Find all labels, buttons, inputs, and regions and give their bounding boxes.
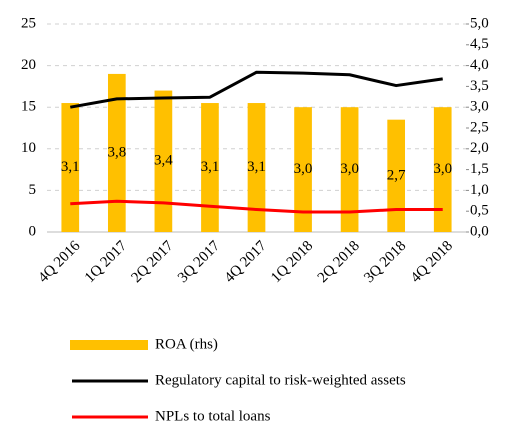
data-label: 3,1 [201,159,220,175]
bar [294,107,312,232]
y2-tick-label: 4,0 [470,57,489,73]
x-tick-label: 2Q 2018 [315,238,363,286]
y2-tick-label: 0,0 [470,223,489,239]
x-tick-label: 1Q 2018 [268,238,316,286]
y2-tick-label: 2,5 [470,119,489,135]
bar [433,107,452,232]
y-tick-label: 20 [21,57,36,73]
data-label: 3,0 [340,161,359,177]
x-tick-label: 4Q 2016 [35,238,83,286]
line [70,70,443,109]
data-label: 3,0 [294,161,313,177]
line [70,199,443,214]
y2-tick-label: 1,0 [470,182,489,198]
data-label: 3,1 [247,159,266,175]
data-label: 3,4 [154,153,173,169]
legend-swatch [70,340,148,350]
x-tick-label: 3Q 2018 [361,238,409,286]
y2-tick-label: 2,0 [470,140,489,156]
y-tick-label: 0 [29,223,37,239]
y2-tick-label: 4,5 [470,36,489,52]
bar [154,90,173,232]
y2-tick-label: 0,5 [470,203,489,219]
x-tick-label: 3Q 2017 [175,238,223,286]
x-tick-label: 2Q 2017 [128,238,176,286]
y-tick-label: 15 [21,99,36,115]
bar [247,103,266,232]
y-tick-label: 25 [21,15,36,31]
x-tick-label: 1Q 2017 [82,238,130,286]
data-label: 3,8 [107,144,126,160]
y-tick-label: 10 [21,140,36,156]
y2-tick-label: 3,0 [470,99,489,115]
bar [201,103,219,232]
bar [107,73,126,232]
legend-label: ROA (rhs) [155,336,218,352]
y2-tick-label: 1,5 [470,161,489,177]
y-tick-label: 5 [29,182,37,198]
data-label: 3,1 [61,159,80,175]
bar [340,107,359,232]
y2-tick-label: 3,5 [470,78,489,94]
x-tick-label: 4Q 2017 [222,238,270,286]
data-label: 3,0 [433,161,452,177]
legend-label: NPLs to total loans [155,408,271,424]
bar [387,119,406,232]
x-tick-label: 4Q 2018 [408,238,456,286]
bar [61,103,80,232]
data-label: 2,7 [387,167,406,183]
y2-tick-label: 5,0 [470,15,489,31]
legend-label: Regulatory capital to risk-weighted asse… [155,372,406,388]
